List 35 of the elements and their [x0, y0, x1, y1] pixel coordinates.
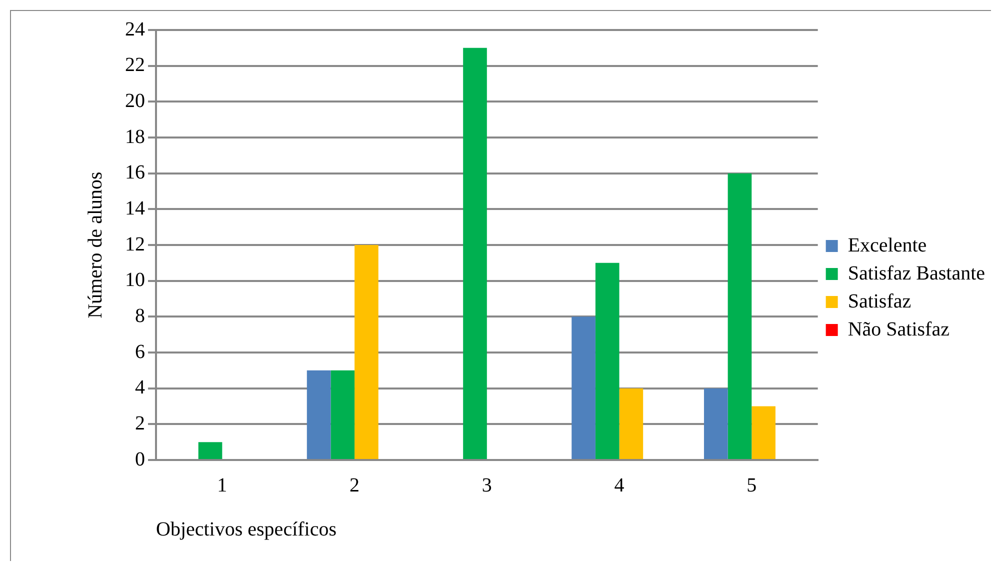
- x-tick-label: 2: [350, 474, 360, 496]
- legend-label: Satisfaz Bastante: [848, 262, 986, 284]
- y-tick-label: 22: [125, 54, 145, 76]
- bar: [354, 245, 378, 459]
- legend-label: Não Satisfaz: [848, 318, 950, 340]
- y-axis-title: Número de alunos: [84, 171, 106, 318]
- y-tick-label: 18: [125, 126, 145, 148]
- legend-label: Satisfaz: [848, 290, 912, 312]
- bar: [572, 316, 596, 459]
- bar: [330, 370, 355, 459]
- x-axis-title: Objectivos específicos: [156, 518, 337, 540]
- x-tick-label: 3: [482, 474, 492, 496]
- bar: [728, 173, 752, 459]
- bar: [619, 388, 644, 459]
- y-tick-label: 2: [135, 412, 145, 434]
- x-tick-label: 4: [614, 474, 624, 496]
- bar: [463, 48, 487, 459]
- y-tick-label: 8: [135, 304, 145, 327]
- bar: [595, 262, 620, 459]
- y-tick-label: 12: [125, 233, 145, 256]
- y-tick-label: 10: [125, 269, 145, 292]
- bar: [198, 442, 222, 459]
- y-tick-label: 14: [125, 197, 145, 220]
- y-tick-label: 4: [135, 376, 145, 399]
- bar: [704, 388, 728, 459]
- y-tick-label: 6: [135, 340, 145, 363]
- y-tick-label: 0: [135, 448, 145, 470]
- legend-label: Excelente: [848, 234, 927, 256]
- x-tick-label: 1: [217, 474, 228, 496]
- y-tick-label: 20: [125, 90, 145, 112]
- bar: [306, 370, 331, 459]
- y-tick-label: 24: [125, 18, 145, 40]
- x-tick-label: 5: [746, 474, 757, 496]
- y-tick-label: 16: [125, 162, 145, 184]
- bar: [752, 406, 776, 459]
